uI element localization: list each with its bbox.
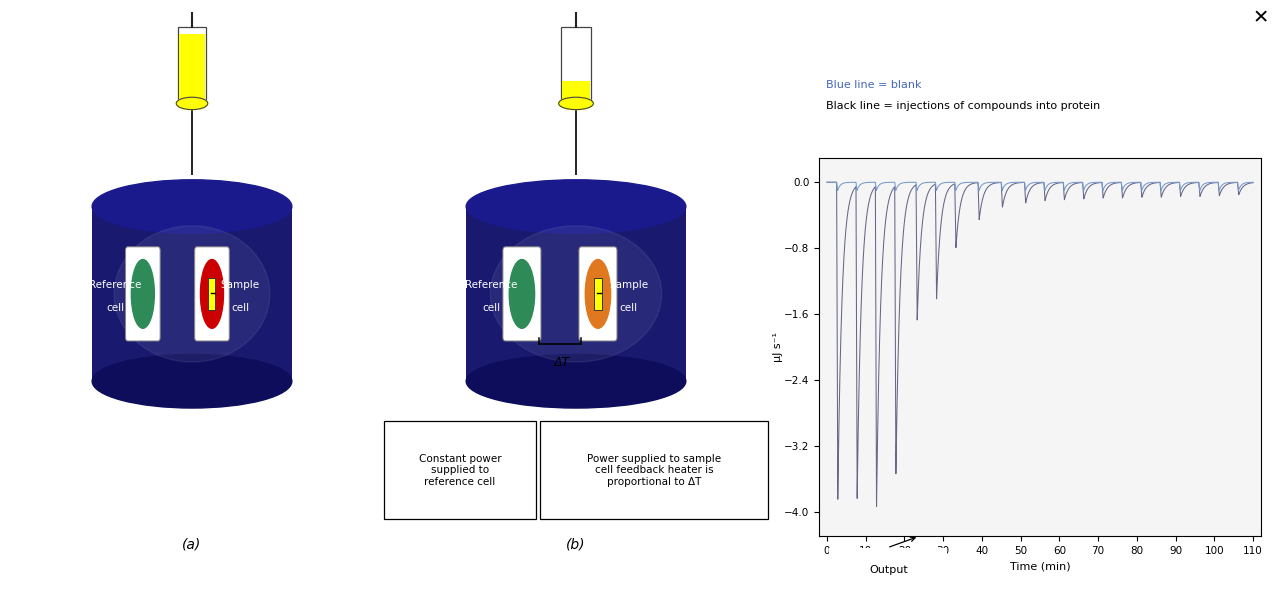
Text: Black line = injections of compounds into protein: Black line = injections of compounds int… xyxy=(826,101,1100,111)
Ellipse shape xyxy=(114,226,270,362)
FancyBboxPatch shape xyxy=(561,27,591,104)
Ellipse shape xyxy=(132,259,155,328)
FancyBboxPatch shape xyxy=(594,278,602,310)
Ellipse shape xyxy=(509,259,535,328)
Ellipse shape xyxy=(585,259,611,328)
Text: cell: cell xyxy=(620,303,637,313)
Ellipse shape xyxy=(177,97,207,110)
Text: Power supplied to sample
cell feedback heater is
proportional to ΔT: Power supplied to sample cell feedback h… xyxy=(588,454,721,487)
Text: (b): (b) xyxy=(566,538,586,551)
FancyBboxPatch shape xyxy=(178,27,206,104)
FancyBboxPatch shape xyxy=(209,278,215,310)
Text: Reference: Reference xyxy=(90,281,141,290)
Text: Output: Output xyxy=(869,565,908,574)
Text: Sample: Sample xyxy=(220,281,260,290)
Ellipse shape xyxy=(558,97,594,110)
FancyBboxPatch shape xyxy=(125,247,160,341)
Text: cell: cell xyxy=(106,303,124,313)
Ellipse shape xyxy=(201,259,224,328)
FancyBboxPatch shape xyxy=(179,34,205,102)
Ellipse shape xyxy=(466,355,686,408)
Text: Sample: Sample xyxy=(609,281,649,290)
FancyBboxPatch shape xyxy=(384,421,536,519)
FancyBboxPatch shape xyxy=(579,247,617,341)
FancyBboxPatch shape xyxy=(562,81,590,102)
FancyBboxPatch shape xyxy=(195,247,229,341)
Ellipse shape xyxy=(92,180,292,233)
FancyBboxPatch shape xyxy=(503,247,541,341)
Text: (a): (a) xyxy=(182,538,202,551)
Ellipse shape xyxy=(466,180,686,233)
Text: Blue line = blank: Blue line = blank xyxy=(826,80,922,90)
Ellipse shape xyxy=(92,355,292,408)
X-axis label: Time (min): Time (min) xyxy=(1010,562,1070,571)
FancyBboxPatch shape xyxy=(466,207,686,381)
Ellipse shape xyxy=(490,226,662,362)
FancyBboxPatch shape xyxy=(540,421,768,519)
Y-axis label: μJ s⁻¹: μJ s⁻¹ xyxy=(773,332,782,362)
FancyBboxPatch shape xyxy=(823,547,954,593)
Text: Reference: Reference xyxy=(466,281,517,290)
Text: ΔT: ΔT xyxy=(554,356,570,368)
Text: Constant power
supplied to
reference cell: Constant power supplied to reference cel… xyxy=(419,454,502,487)
FancyBboxPatch shape xyxy=(92,207,292,381)
Text: cell: cell xyxy=(230,303,250,313)
Text: cell: cell xyxy=(483,303,500,313)
Text: ✕: ✕ xyxy=(1253,8,1268,28)
